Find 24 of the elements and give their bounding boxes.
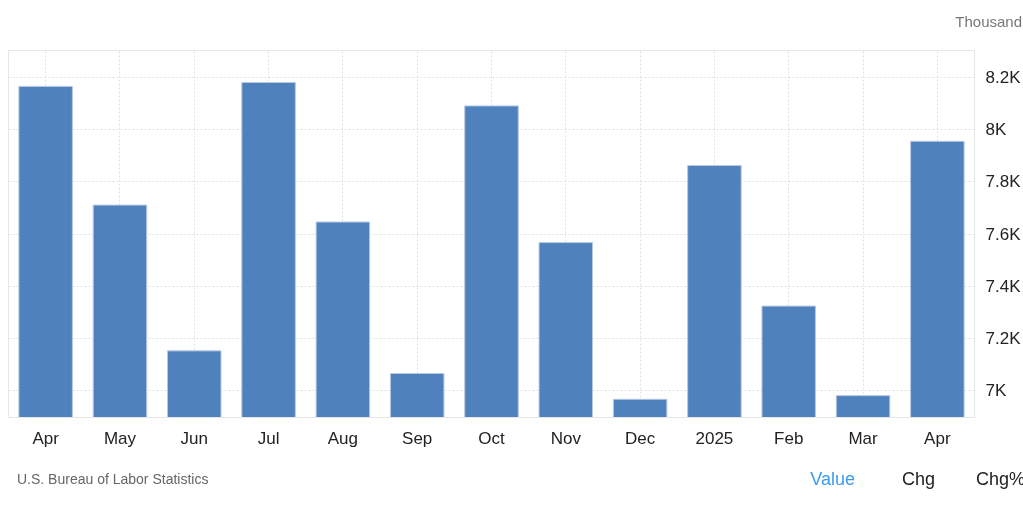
y-tick-label: 7.6K — [985, 224, 1022, 244]
x-tick-label: Nov — [550, 428, 582, 448]
y-tick-label: 8K — [985, 120, 1007, 140]
y-tick-label: 8.2K — [985, 68, 1022, 88]
x-tick-label: Sep — [402, 428, 433, 448]
x-tick-label: Oct — [478, 428, 505, 448]
x-tick-label: Dec — [625, 428, 656, 448]
y-axis-title: Thousand — [955, 12, 1022, 32]
x-tick-label: 2025 — [695, 428, 734, 448]
x-tick-label: Aug — [327, 428, 359, 448]
y-tick-label: 7.2K — [985, 328, 1022, 348]
y-tick-label: 7.4K — [985, 276, 1022, 296]
x-tick-label: Mar — [848, 428, 879, 448]
y-tick-label: 7.8K — [985, 172, 1022, 192]
y-tick-label: 7K — [985, 380, 1007, 400]
x-tick-label: Feb — [774, 428, 804, 448]
x-tick-label: May — [103, 428, 137, 448]
x-tick-label: Jun — [180, 428, 208, 448]
text: Chg — [901, 468, 935, 491]
text: Value — [810, 468, 855, 491]
x-tick-label: Apr — [32, 428, 60, 448]
x-tick-label: Jul — [257, 428, 280, 448]
x-tick-label: Apr — [924, 428, 951, 448]
text: U.S. Bureau of Labor Statistics — [17, 470, 209, 489]
